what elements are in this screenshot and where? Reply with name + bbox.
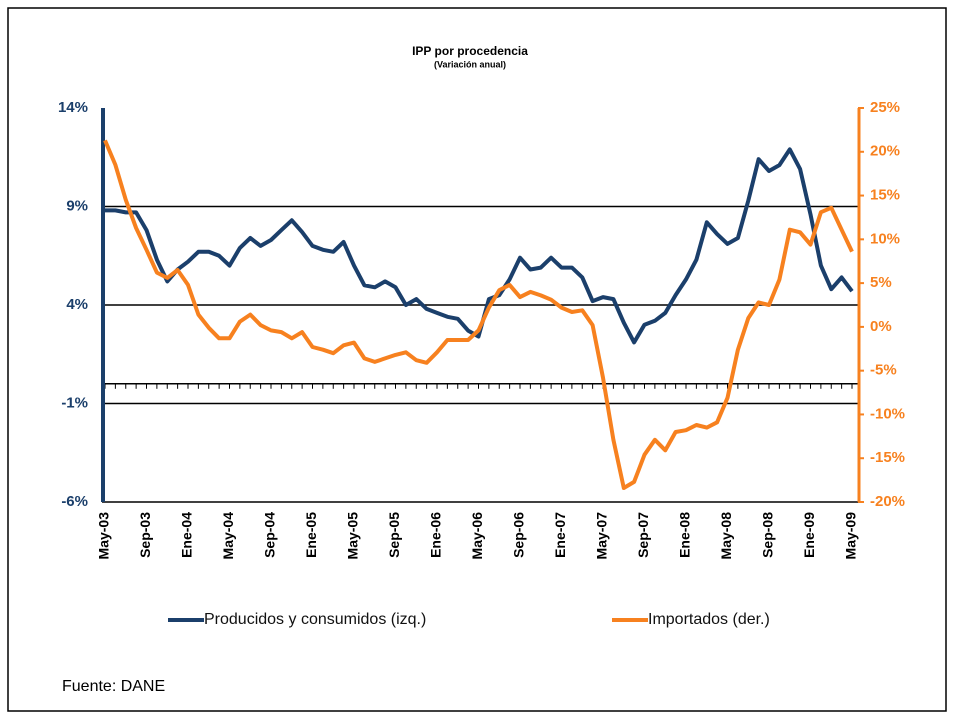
x-tick-label: Ene-05 xyxy=(303,512,319,558)
y-tick-label: -6% xyxy=(61,493,88,510)
chart-title: IPP por procedencia xyxy=(412,44,528,58)
x-tick-label: Ene-08 xyxy=(677,512,693,558)
y2-tick-label: 0% xyxy=(870,318,892,335)
y2-tick-label: 20% xyxy=(870,143,900,160)
x-tick-label: Sep-04 xyxy=(262,512,278,558)
x-tick-label: May-07 xyxy=(594,512,610,560)
y-tick-label: -1% xyxy=(61,394,88,411)
x-tick-label: Ene-06 xyxy=(428,512,444,558)
y2-tick-label: 15% xyxy=(870,187,900,204)
frame xyxy=(7,7,947,712)
y2-tick-label: 5% xyxy=(870,274,892,291)
y2-tick-label: -20% xyxy=(870,493,905,510)
x-tick-label: May-03 xyxy=(96,512,112,560)
x-tick-label: Ene-04 xyxy=(179,512,195,558)
legend-label: Producidos y consumidos (izq.) xyxy=(204,611,426,628)
y-tick-label: 4% xyxy=(66,296,88,313)
x-tick-label: Sep-07 xyxy=(635,512,651,558)
x-tick-label: Ene-09 xyxy=(801,512,817,558)
series-line xyxy=(103,139,854,490)
x-tick-label: May-08 xyxy=(718,512,734,560)
x-tick-label: Sep-03 xyxy=(137,512,153,558)
x-tick-label: May-09 xyxy=(843,512,859,560)
y2-tick-label: -5% xyxy=(870,362,897,379)
x-tick-label: Sep-06 xyxy=(511,512,527,558)
y2-tick-label: 25% xyxy=(870,99,900,116)
y2-tick-label: 10% xyxy=(870,230,900,247)
y-tick-label: 9% xyxy=(66,197,88,214)
y2-tick-label: -15% xyxy=(870,449,905,466)
y-tick-label: 14% xyxy=(58,99,88,116)
y2-tick-label: -10% xyxy=(870,405,905,422)
x-tick-label: Sep-08 xyxy=(760,512,776,558)
x-tick-label: Ene-07 xyxy=(552,512,568,558)
series-line xyxy=(105,147,854,345)
chart-subtitle: (Variación anual) xyxy=(434,59,506,69)
source-note: Fuente: DANE xyxy=(62,678,165,695)
x-tick-label: May-04 xyxy=(220,512,236,560)
legend-label: Importados (der.) xyxy=(648,611,770,628)
x-tick-label: May-06 xyxy=(469,512,485,560)
x-tick-label: Sep-05 xyxy=(386,512,402,558)
x-tick-label: May-05 xyxy=(345,512,361,560)
